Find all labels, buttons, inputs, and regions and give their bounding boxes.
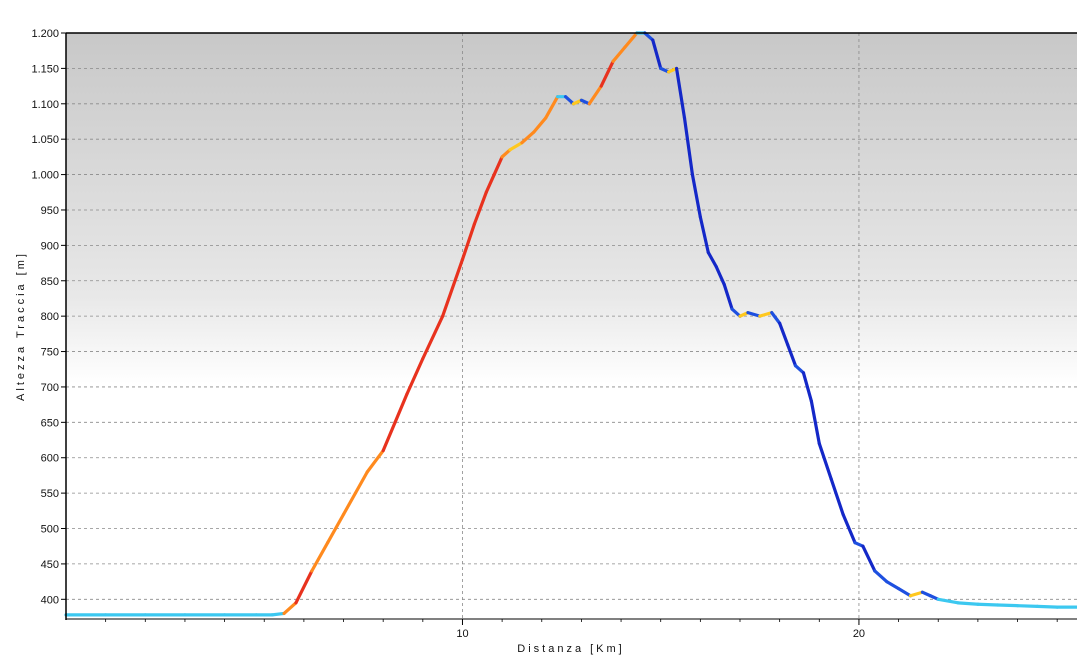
elevation-segment	[829, 477, 845, 516]
elevation-segment	[976, 602, 1000, 607]
y-tick-label: 800	[41, 311, 59, 323]
elevation-segment	[956, 601, 980, 606]
elevation-segment	[623, 31, 639, 49]
y-tick-label: 1.200	[31, 28, 59, 40]
y-tick-label: 1.100	[31, 99, 59, 111]
elevation-segment	[544, 95, 560, 120]
elevation-segment	[896, 587, 913, 598]
elevation-segment	[690, 172, 702, 219]
elevation-segment	[714, 265, 726, 286]
elevation-segment	[599, 59, 615, 88]
elevation-segment	[793, 364, 806, 375]
y-tick-label: 1.150	[31, 63, 59, 75]
elevation-segment	[520, 130, 536, 145]
elevation-segment	[282, 601, 298, 616]
elevation-segment	[508, 141, 524, 152]
elevation-segment	[730, 307, 742, 318]
elevation-segment	[758, 311, 774, 318]
elevation-segment	[809, 399, 821, 446]
y-tick-label: 600	[41, 453, 59, 465]
elevation-segment	[706, 250, 718, 269]
elevation-segment	[365, 449, 385, 474]
y-tick-label: 450	[41, 559, 59, 571]
elevation-segment	[563, 95, 576, 106]
elevation-line	[64, 31, 1077, 617]
plot-background	[66, 33, 1077, 618]
elevation-segment	[326, 512, 346, 545]
elevation-segment	[441, 257, 465, 318]
elevation-segment	[643, 31, 655, 42]
elevation-segment	[746, 311, 762, 318]
x-tick-labels: 10 20	[105, 619, 1058, 640]
elevation-segment	[674, 66, 687, 120]
elevation-segment	[1035, 604, 1059, 609]
y-tick-label: 900	[41, 240, 59, 252]
elevation-segment	[421, 314, 445, 361]
elevation-segment	[722, 282, 734, 311]
elevation-segment	[611, 45, 627, 63]
plot-axes	[65, 32, 1077, 620]
elevation-segment	[587, 84, 603, 106]
elevation-segment	[460, 222, 476, 262]
elevation-segment	[801, 371, 813, 403]
y-axis-title: Altezza Traccia [m]	[15, 251, 27, 401]
elevation-segment	[500, 148, 512, 159]
x-tick-label: 20	[853, 628, 865, 640]
elevation-segment	[294, 569, 314, 605]
elevation-segment	[785, 342, 798, 368]
y-tick-label: 400	[41, 594, 59, 606]
elevation-segment	[1015, 604, 1039, 608]
y-tick-label: 1.000	[31, 170, 59, 182]
elevation-segment	[381, 420, 397, 453]
y-tick-label: 1.050	[31, 134, 59, 146]
elevation-segment	[405, 357, 425, 396]
elevation-segment	[341, 491, 358, 516]
elevation-segment	[484, 172, 496, 194]
y-tick-label: 950	[41, 205, 59, 217]
y-tick-label: 850	[41, 276, 59, 288]
x-tick-label: 10	[456, 628, 468, 640]
elevation-segment	[936, 597, 960, 605]
elevation-segment	[996, 603, 1020, 608]
y-tick-label: 650	[41, 417, 59, 429]
elevation-segment	[651, 38, 663, 70]
elevation-segment	[698, 215, 710, 255]
elevation-segment	[908, 590, 924, 598]
elevation-segment	[472, 190, 488, 226]
elevation-segment	[310, 541, 330, 573]
elevation-segment	[817, 441, 833, 481]
y-tick-label: 750	[41, 347, 59, 359]
elevation-segment	[770, 311, 782, 325]
x-axis-title: Distanza [Km]	[517, 643, 624, 655]
elevation-segment	[492, 155, 504, 177]
elevation-segment	[270, 611, 286, 617]
elevation-segment	[873, 569, 889, 584]
elevation-segment	[353, 470, 369, 495]
elevation-segment	[682, 116, 695, 177]
y-tick-labels: 400 450 500 550 600 650 700 750 800 850 900 950 1.00…	[31, 28, 66, 606]
elevation-segment	[841, 512, 857, 545]
elevation-segment	[778, 321, 790, 347]
elevation-segment	[861, 544, 877, 573]
y-tick-label: 700	[41, 382, 59, 394]
y-tick-label: 500	[41, 524, 59, 536]
elevation-segment	[532, 116, 548, 134]
elevation-segment	[393, 392, 409, 424]
y-tick-label: 550	[41, 488, 59, 500]
elevation-segment	[885, 580, 901, 591]
